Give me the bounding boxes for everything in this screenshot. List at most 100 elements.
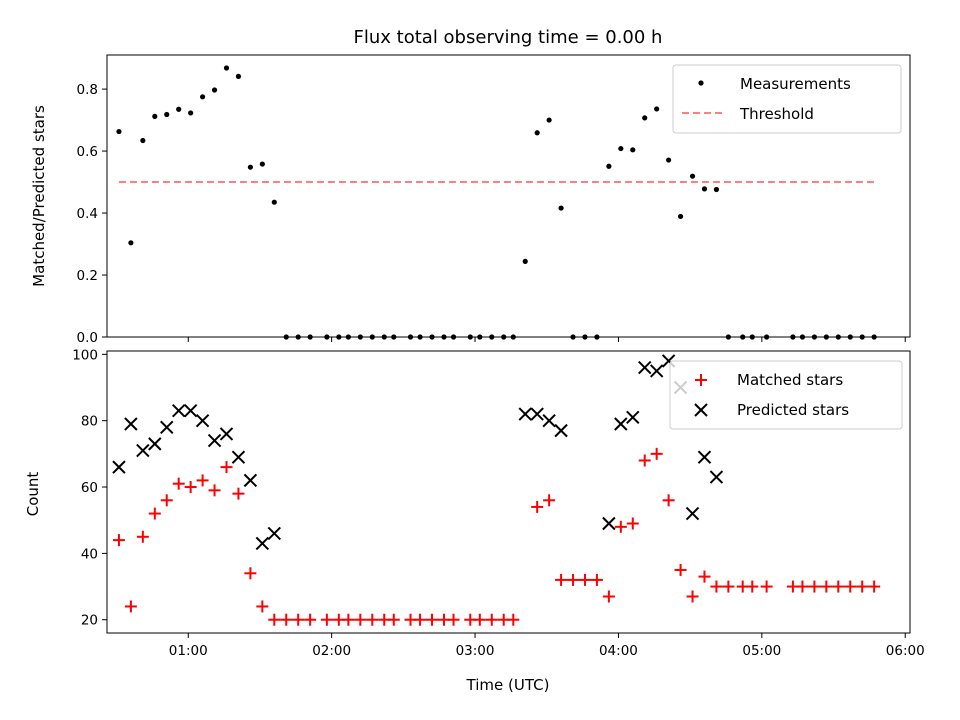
- predicted-stars-point: [638, 360, 652, 375]
- matched-stars-point: [354, 613, 367, 626]
- measurements-point: [689, 173, 696, 179]
- predicted-stars-point: [542, 413, 556, 428]
- y-tick-label: 0.8: [77, 82, 98, 98]
- measurements-point: [140, 137, 146, 144]
- matched-stars-point: [808, 580, 821, 593]
- x-axis-label: Time (UTC): [466, 676, 550, 694]
- matched-stars-point: [426, 613, 439, 626]
- matched-stars-point: [844, 580, 857, 593]
- predicted-stars-point: [649, 364, 664, 378]
- matched-stars-point: [208, 484, 221, 497]
- predicted-stars-point: [171, 404, 186, 418]
- measurements-point: [152, 113, 158, 119]
- matched-stars-point: [112, 534, 125, 547]
- measurements-point: [630, 147, 636, 153]
- measurements-point: [618, 145, 624, 152]
- top-legend-box: [672, 64, 902, 134]
- y-tick-label: 20: [81, 613, 98, 629]
- predicted-stars-point: [148, 437, 162, 451]
- bottom-legend: Matched stars Predicted stars: [669, 360, 903, 430]
- predicted-stars-point: [267, 526, 281, 541]
- matched-stars-point: [746, 580, 759, 593]
- y-tick-label: 0.4: [77, 206, 98, 222]
- predicted-stars-point: [614, 417, 628, 431]
- predicted-stars-point: [255, 536, 270, 551]
- matched-stars-point: [473, 613, 486, 626]
- matched-stars-point: [698, 570, 711, 583]
- matched-stars-point: [124, 600, 137, 613]
- matched-stars-point: [626, 517, 639, 530]
- matched-stars-point: [485, 613, 498, 626]
- legend-marker-measurements: [698, 80, 704, 86]
- matched-stars-point: [820, 580, 833, 593]
- matched-stars-point: [686, 590, 699, 603]
- predicted-stars-point: [685, 506, 700, 521]
- bottom-axes: 01:00 02:00 03:00 04:00 05:00 06:00 20 40 60 80 10…: [24, 347, 925, 694]
- measurements-point: [522, 258, 528, 264]
- chart-title: Flux total observing time = 0.00 h: [354, 27, 663, 48]
- matched-stars-point: [722, 580, 735, 593]
- matched-stars-point: [662, 494, 675, 507]
- measurements-point: [223, 65, 230, 71]
- measurements-point: [128, 240, 134, 246]
- x-tick-label: 02:00: [312, 643, 351, 659]
- bottom-axis-ticks: 01:00 02:00 03:00 04:00 05:00 06:00 20 40 60 80 10…: [72, 347, 924, 659]
- y-tick-label: 80: [81, 414, 98, 430]
- measurements-point: [677, 213, 684, 220]
- measurements-point: [546, 117, 552, 123]
- matched-stars-point: [256, 600, 269, 613]
- measurements-point: [199, 94, 206, 100]
- measurements-point: [701, 186, 708, 192]
- predicted-stars-point: [231, 450, 246, 464]
- matched-stars-point: [196, 474, 209, 487]
- matched-stars-point: [172, 477, 185, 490]
- predicted-stars-point: [709, 470, 724, 484]
- measurements-point: [534, 130, 540, 136]
- predicted-stars-point: [183, 404, 198, 418]
- bottom-plot-area: [112, 354, 881, 626]
- predicted-stars-point: [697, 450, 712, 464]
- measurements-point: [211, 87, 218, 93]
- matched-stars-point: [342, 613, 355, 626]
- matched-stars-point: [531, 500, 544, 513]
- matched-stars-point: [447, 613, 460, 626]
- matched-stars-point: [280, 613, 293, 626]
- predicted-stars-point: [219, 427, 234, 441]
- matched-stars-point: [507, 613, 520, 626]
- predicted-stars-point: [195, 413, 210, 428]
- matched-stars-point: [244, 567, 257, 580]
- matched-stars-point: [567, 573, 580, 586]
- matched-stars-point: [590, 573, 603, 586]
- y-tick-label: 40: [81, 546, 98, 562]
- measurements-point: [247, 164, 253, 170]
- legend-label-threshold: Threshold: [739, 105, 814, 123]
- y-tick-label: 100: [72, 347, 98, 363]
- measurements-point: [235, 73, 242, 79]
- measurements-point: [176, 106, 182, 112]
- matched-stars-point: [578, 573, 591, 586]
- matched-stars-point: [710, 580, 723, 593]
- matched-stars-point: [387, 613, 400, 626]
- top-axes: 0.00.20.40.60.8 Matched/Predicted stars …: [30, 54, 911, 346]
- bottom-y-axis-label: Count: [24, 472, 42, 517]
- measurements-point: [606, 163, 612, 169]
- top-axes-frame: [106, 54, 911, 338]
- matched-stars-point: [555, 573, 568, 586]
- predicted-stars-point: [112, 460, 126, 474]
- predicted-stars-point: [554, 423, 568, 438]
- matched-stars-point: [232, 487, 245, 500]
- matched-stars-point: [160, 494, 173, 507]
- matched-stars-point: [856, 580, 869, 593]
- matched-stars-point: [184, 481, 197, 494]
- y-tick-label: 0.0: [77, 330, 98, 346]
- predicted-stars-point: [136, 443, 150, 458]
- predicted-stars-point: [124, 417, 138, 431]
- y-tick-label: 0.6: [77, 144, 98, 160]
- measurements-point: [642, 115, 648, 121]
- matched-stars-point: [414, 613, 427, 626]
- matched-stars-point: [868, 580, 881, 593]
- x-tick-label: 05:00: [742, 643, 781, 659]
- matched-stars-point: [796, 580, 809, 593]
- matched-stars-point: [760, 580, 773, 593]
